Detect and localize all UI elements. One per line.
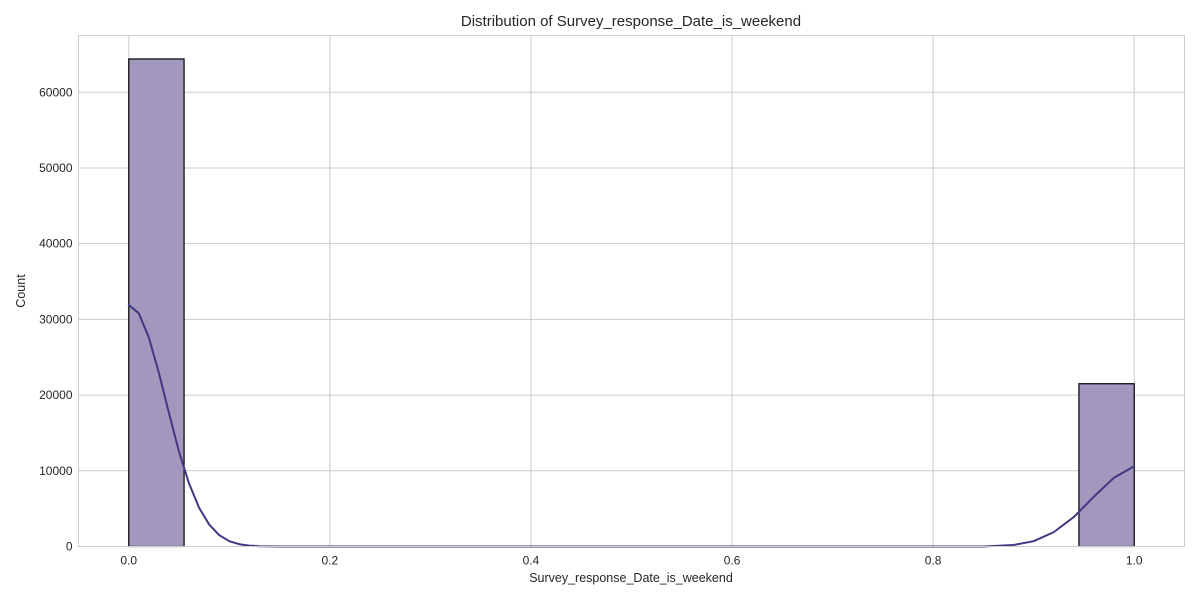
y-tick-label: 40000: [39, 237, 73, 251]
y-tick-label: 0: [66, 540, 73, 554]
kde-layer: [127, 304, 1136, 548]
x-tick-label: 0.6: [724, 554, 741, 568]
kde-curve: [127, 304, 1136, 548]
chart-title: Distribution of Survey_response_Date_is_…: [461, 13, 801, 30]
histogram-bar: [1078, 383, 1135, 548]
grid-layer: [78, 35, 1185, 547]
x-tick-label: 0.4: [523, 554, 540, 568]
bar-layer: [128, 58, 1135, 548]
y-tick-label: 20000: [39, 388, 73, 402]
y-tick-label: 60000: [39, 85, 73, 99]
histogram-bar: [128, 58, 185, 548]
y-tick-label: 50000: [39, 161, 73, 175]
y-tick-labels: 0 10000 20000 30000 40000 50000 60000: [39, 85, 73, 553]
x-tick-label: 0.8: [925, 554, 942, 568]
x-tick-label: 0.2: [322, 554, 339, 568]
x-axis-label: Survey_response_Date_is_weekend: [529, 571, 733, 585]
y-axis-label: Count: [14, 274, 28, 308]
y-tick-label: 10000: [39, 464, 73, 478]
x-tick-label: 1.0: [1126, 554, 1143, 568]
y-tick-label: 30000: [39, 312, 73, 326]
x-tick-labels: 0.0 0.2 0.4 0.6 0.8 1.0: [120, 554, 1142, 568]
x-tick-label: 0.0: [120, 554, 137, 568]
plot-frame: [78, 35, 1185, 547]
